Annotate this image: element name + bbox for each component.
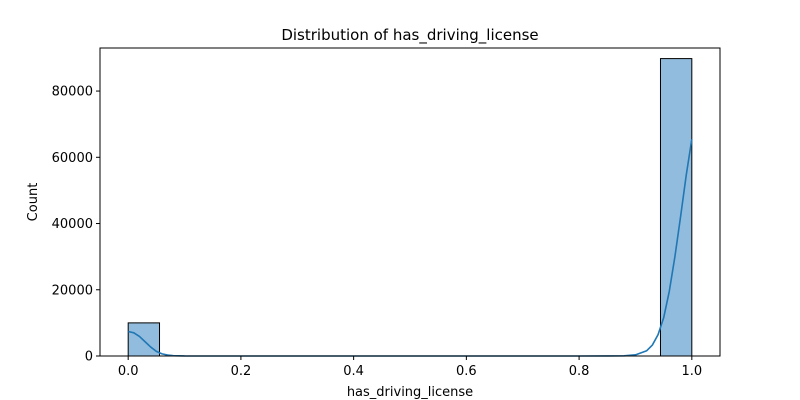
y-axis-label: Count	[26, 183, 41, 222]
y-tick-label: 60000	[52, 151, 93, 166]
histogram-bar	[127, 322, 161, 357]
plot-frame	[99, 47, 721, 357]
y-tick-label: 0	[85, 350, 93, 365]
x-tick-label: 1.0	[681, 364, 702, 379]
y-axis-ticks: 0 20000 40000 60000 80000	[52, 85, 100, 365]
y-tick-label: 40000	[52, 217, 93, 232]
y-tick-label: 20000	[52, 283, 93, 298]
kde-layer	[127, 138, 693, 357]
x-tick-label: 0.2	[231, 364, 252, 379]
x-tick-label: 0.4	[343, 364, 364, 379]
x-tick-label: 0.8	[569, 364, 590, 379]
bars-layer	[127, 58, 693, 357]
x-tick-label: 0.0	[118, 364, 139, 379]
chart-title: Distribution of has_driving_license	[281, 26, 538, 45]
kde-curve	[127, 138, 693, 357]
x-axis-ticks: 0.0 0.2 0.4 0.6 0.8 1.0	[118, 356, 702, 379]
x-axis-label: has_driving_license	[347, 385, 473, 400]
x-tick-label: 0.6	[456, 364, 477, 379]
y-tick-label: 80000	[52, 85, 93, 100]
